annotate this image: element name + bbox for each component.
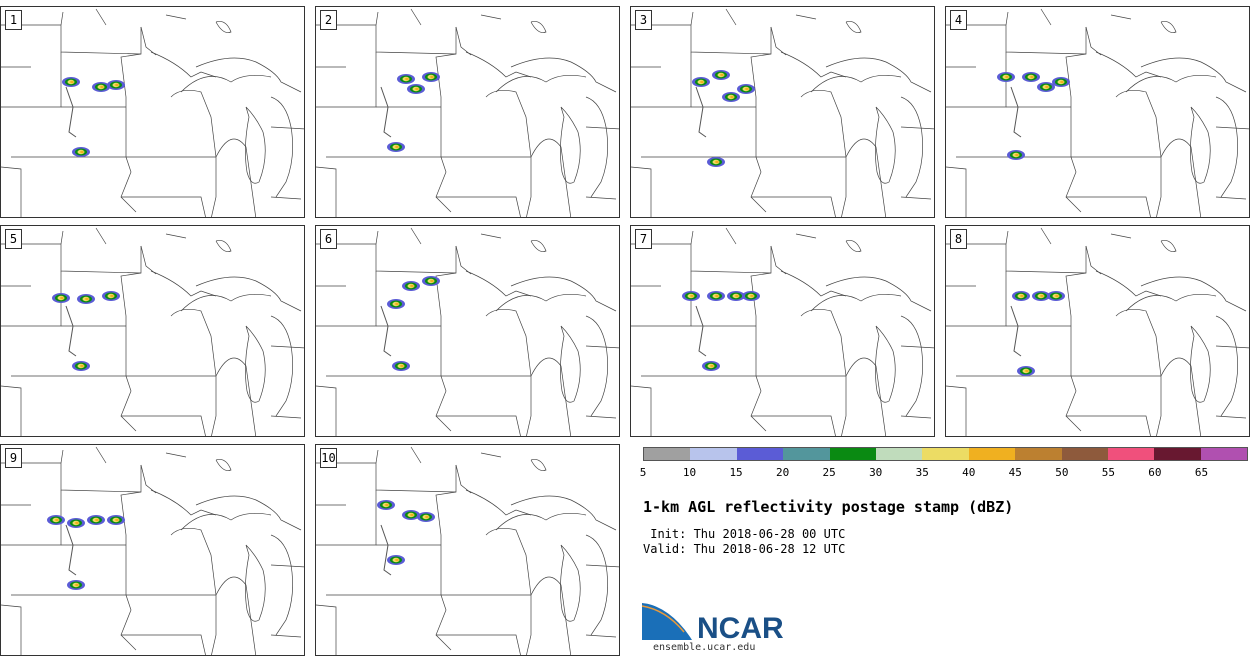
basemap xyxy=(1,446,304,655)
colorbar-segment xyxy=(690,448,737,460)
member-label: 5 xyxy=(5,229,22,249)
colorbar-segment xyxy=(1154,448,1201,460)
member-panel-6: 6 xyxy=(315,225,620,437)
basemap xyxy=(316,446,619,655)
member-panel-4: 4 xyxy=(945,6,1250,218)
ncar-logo: NCAR xyxy=(641,600,802,645)
basemap xyxy=(631,227,934,436)
colorbar-segment xyxy=(644,448,691,460)
colorbar-segment xyxy=(829,448,876,460)
colorbar-segment xyxy=(968,448,1016,460)
colorbar-segment xyxy=(922,448,969,460)
basemap xyxy=(631,8,934,217)
member-panel-2: 2 xyxy=(315,6,620,218)
logo-text: NCAR xyxy=(697,612,784,644)
colorbar-tick: 45 xyxy=(1008,466,1022,479)
colorbar-segment xyxy=(736,448,784,460)
member-label: 4 xyxy=(950,10,967,30)
member-label: 7 xyxy=(635,229,652,249)
colorbar-segment xyxy=(875,448,923,460)
colorbar-tick: 5 xyxy=(639,466,647,479)
member-panel-1: 1 xyxy=(0,6,305,218)
reflectivity-colorbar xyxy=(643,447,1248,461)
website-url: ensemble.ucar.edu xyxy=(653,642,756,653)
basemap xyxy=(316,227,619,436)
colorbar-tick: 10 xyxy=(682,466,697,479)
member-label: 3 xyxy=(635,10,652,30)
member-label: 6 xyxy=(320,229,337,249)
member-label: 9 xyxy=(5,448,22,468)
colorbar-tick: 20 xyxy=(775,466,790,479)
colorbar-tick: 50 xyxy=(1055,466,1069,479)
colorbar-tick: 15 xyxy=(729,466,743,479)
colorbar-segment xyxy=(1061,448,1108,460)
colorbar-segment xyxy=(1015,448,1062,460)
colorbar-segment xyxy=(783,448,830,460)
basemap xyxy=(946,8,1249,217)
member-label: 8 xyxy=(950,229,967,249)
init-time: Init: Thu 2018-06-28 00 UTC xyxy=(643,527,846,541)
colorbar-tick: 35 xyxy=(915,466,929,479)
plot-title: 1-km AGL reflectivity postage stamp (dBZ… xyxy=(643,498,1014,516)
colorbar-segment xyxy=(1200,448,1248,460)
basemap xyxy=(1,8,304,217)
member-panel-10: 10 xyxy=(315,444,620,656)
colorbar-tick: 40 xyxy=(962,466,976,479)
member-panel-7: 7 xyxy=(630,225,935,437)
valid-time: Valid: Thu 2018-06-28 12 UTC xyxy=(643,542,846,556)
colorbar-tick: 55 xyxy=(1101,466,1115,479)
colorbar-tick: 25 xyxy=(822,466,836,479)
member-panel-9: 9 xyxy=(0,444,305,656)
member-label: 10 xyxy=(320,448,337,468)
member-label: 1 xyxy=(5,10,22,30)
basemap xyxy=(316,8,619,217)
colorbar-segment xyxy=(1107,448,1155,460)
member-label: 2 xyxy=(320,10,337,30)
member-panel-5: 5 xyxy=(0,225,305,437)
colorbar-tick: 65 xyxy=(1194,466,1209,479)
colorbar-tick: 30 xyxy=(869,466,883,479)
basemap xyxy=(946,227,1249,436)
colorbar-tick: 60 xyxy=(1148,466,1162,479)
basemap xyxy=(1,227,304,436)
member-panel-3: 3 xyxy=(630,6,935,218)
member-panel-8: 8 xyxy=(945,225,1250,437)
